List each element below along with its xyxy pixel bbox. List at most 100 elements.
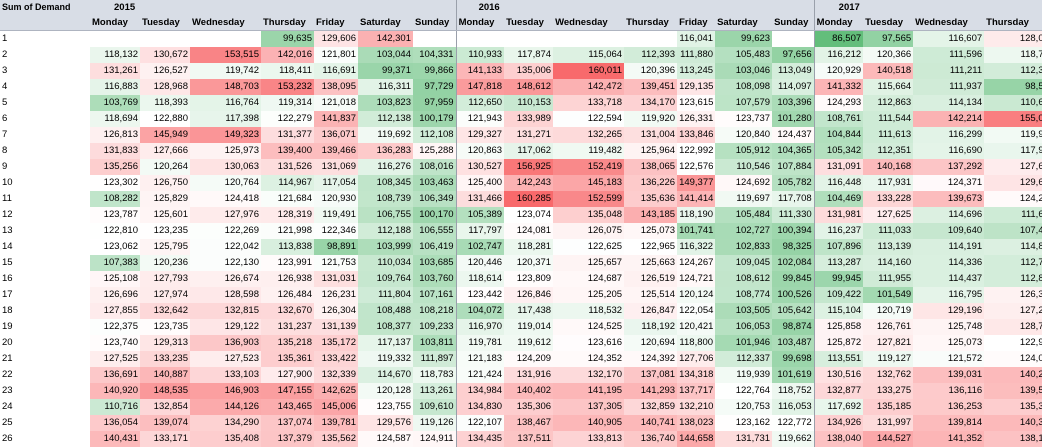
demand-cell[interactable]: 135,303 [984, 399, 1042, 415]
demand-cell[interactable]: 119,692 [358, 127, 413, 143]
demand-cell[interactable]: 108,345 [358, 175, 413, 191]
demand-cell[interactable]: 143,465 [261, 399, 314, 415]
demand-cell[interactable]: 160,011 [553, 63, 625, 79]
week-number-cell[interactable]: 9 [2, 161, 8, 172]
demand-cell[interactable]: 123,755 [358, 399, 413, 415]
demand-cell[interactable]: 125,872 [813, 335, 864, 351]
day-header-2016-friday[interactable]: Friday [677, 15, 716, 31]
demand-cell[interactable]: 104,844 [813, 127, 864, 143]
demand-cell[interactable]: 109,764 [358, 271, 413, 287]
demand-cell[interactable]: 131,466 [455, 191, 505, 207]
demand-cell[interactable]: 122,576 [677, 159, 716, 175]
day-header-2015-friday[interactable]: Friday [314, 15, 358, 31]
demand-cell[interactable]: 135,218 [261, 335, 314, 351]
demand-cell[interactable]: 122,625 [553, 239, 625, 255]
demand-cell[interactable]: 131,377 [261, 127, 314, 143]
demand-cell[interactable]: 117,137 [358, 335, 413, 351]
demand-cell[interactable]: 142,214 [913, 111, 985, 127]
week-number-cell[interactable]: 11 [2, 193, 12, 204]
demand-cell[interactable]: 108,218 [413, 303, 457, 319]
demand-cell[interactable]: 132,210 [677, 399, 716, 415]
demand-cell[interactable]: 103,487 [772, 335, 815, 351]
demand-cell[interactable]: 133,275 [863, 383, 914, 399]
demand-cell[interactable]: 117,398 [190, 111, 261, 127]
demand-cell[interactable]: 113,287 [813, 255, 864, 271]
demand-cell[interactable]: 124,437 [772, 127, 815, 143]
demand-cell[interactable]: 142,243 [504, 175, 554, 191]
demand-cell[interactable]: 124,721 [677, 271, 716, 287]
week-number-cell[interactable]: 16 [2, 273, 13, 284]
demand-cell[interactable]: 111,596 [913, 47, 985, 63]
demand-cell[interactable]: 117,708 [772, 191, 815, 207]
demand-cell[interactable]: 140,905 [553, 415, 625, 431]
demand-cell[interactable]: 129,576 [358, 415, 413, 431]
demand-cell[interactable]: 120,371 [504, 255, 554, 271]
demand-cell[interactable]: 138,023 [677, 415, 716, 431]
demand-cell[interactable]: 121,801 [314, 47, 358, 63]
demand-cell[interactable]: 144,527 [863, 431, 914, 447]
demand-cell[interactable]: 130,672 [140, 47, 190, 63]
demand-cell[interactable]: 119,781 [455, 335, 505, 351]
demand-cell[interactable]: 114,097 [772, 79, 815, 95]
week-number-cell[interactable]: 21 [2, 353, 13, 364]
day-header-2015-saturday[interactable]: Saturday [358, 15, 413, 31]
demand-cell[interactable]: 123,740 [90, 335, 140, 351]
demand-cell[interactable]: 156,925 [504, 159, 554, 175]
demand-cell[interactable]: 107,383 [90, 255, 140, 271]
demand-cell[interactable]: 111,937 [913, 79, 985, 95]
demand-cell[interactable]: 131,261 [90, 63, 140, 79]
demand-cell[interactable]: 100,179 [413, 111, 457, 127]
demand-cell[interactable]: 123,074 [504, 207, 554, 223]
demand-cell[interactable]: 120,694 [624, 335, 678, 351]
demand-cell[interactable]: 103,760 [413, 271, 457, 287]
demand-cell[interactable]: 118,614 [455, 271, 505, 287]
demand-cell[interactable]: 114,696 [913, 207, 985, 223]
demand-cell[interactable]: 112,704 [984, 255, 1042, 271]
demand-cell[interactable]: 125,601 [140, 207, 190, 223]
demand-cell[interactable]: 124,692 [715, 175, 773, 191]
demand-cell[interactable]: 102,727 [715, 223, 773, 239]
demand-cell[interactable]: 113,261 [413, 383, 457, 399]
week-number-cell[interactable]: 18 [2, 305, 13, 316]
week-number-cell[interactable]: 26 [2, 433, 13, 444]
demand-cell[interactable]: 131,004 [624, 127, 678, 143]
demand-cell[interactable]: 119,939 [715, 367, 773, 383]
demand-cell[interactable]: 141,332 [813, 79, 864, 95]
demand-cell[interactable]: 122,910 [984, 335, 1042, 351]
demand-cell[interactable]: 132,670 [261, 303, 314, 319]
demand-cell[interactable]: 141,195 [553, 383, 625, 399]
demand-cell[interactable]: 125,514 [624, 287, 678, 303]
demand-cell[interactable]: 110,716 [90, 399, 140, 415]
demand-cell[interactable]: 127,976 [190, 207, 261, 223]
demand-cell[interactable]: 117,931 [863, 175, 914, 191]
demand-cell[interactable]: 140,349 [984, 415, 1042, 431]
day-header-2017-thursday[interactable]: Thursday [984, 15, 1042, 31]
demand-cell[interactable]: 147,818 [455, 79, 505, 95]
demand-cell[interactable]: 126,674 [190, 271, 261, 287]
demand-cell[interactable]: 108,612 [715, 271, 773, 287]
demand-cell[interactable]: 116,690 [913, 143, 985, 159]
demand-cell[interactable]: 136,116 [913, 383, 985, 399]
demand-cell[interactable]: 97,565 [863, 30, 914, 47]
demand-cell[interactable] [90, 31, 140, 48]
demand-cell[interactable]: 133,846 [677, 127, 716, 143]
demand-cell[interactable]: 120,396 [624, 63, 678, 79]
demand-cell[interactable]: 132,815 [190, 303, 261, 319]
demand-cell[interactable]: 126,527 [140, 63, 190, 79]
demand-cell[interactable]: 124,687 [553, 271, 625, 287]
day-header-2017-wednesday[interactable]: Wednesday [913, 15, 985, 31]
demand-cell[interactable]: 155,061 [984, 111, 1042, 127]
demand-cell[interactable]: 132,642 [140, 303, 190, 319]
day-header-2016-wednesday[interactable]: Wednesday [553, 15, 625, 31]
demand-cell[interactable]: 136,691 [90, 367, 140, 383]
demand-cell[interactable]: 126,846 [504, 287, 554, 303]
demand-cell[interactable]: 112,337 [715, 351, 773, 367]
demand-cell[interactable]: 125,964 [624, 143, 678, 159]
demand-cell[interactable]: 130,516 [813, 367, 864, 383]
demand-cell[interactable]: 127,523 [190, 351, 261, 367]
demand-cell[interactable]: 135,256 [90, 159, 140, 175]
demand-cell[interactable]: 136,283 [358, 143, 413, 159]
week-number-cell[interactable]: 23 [2, 385, 13, 396]
demand-cell[interactable]: 98,590 [984, 79, 1042, 95]
demand-cell[interactable]: 112,108 [413, 127, 457, 143]
